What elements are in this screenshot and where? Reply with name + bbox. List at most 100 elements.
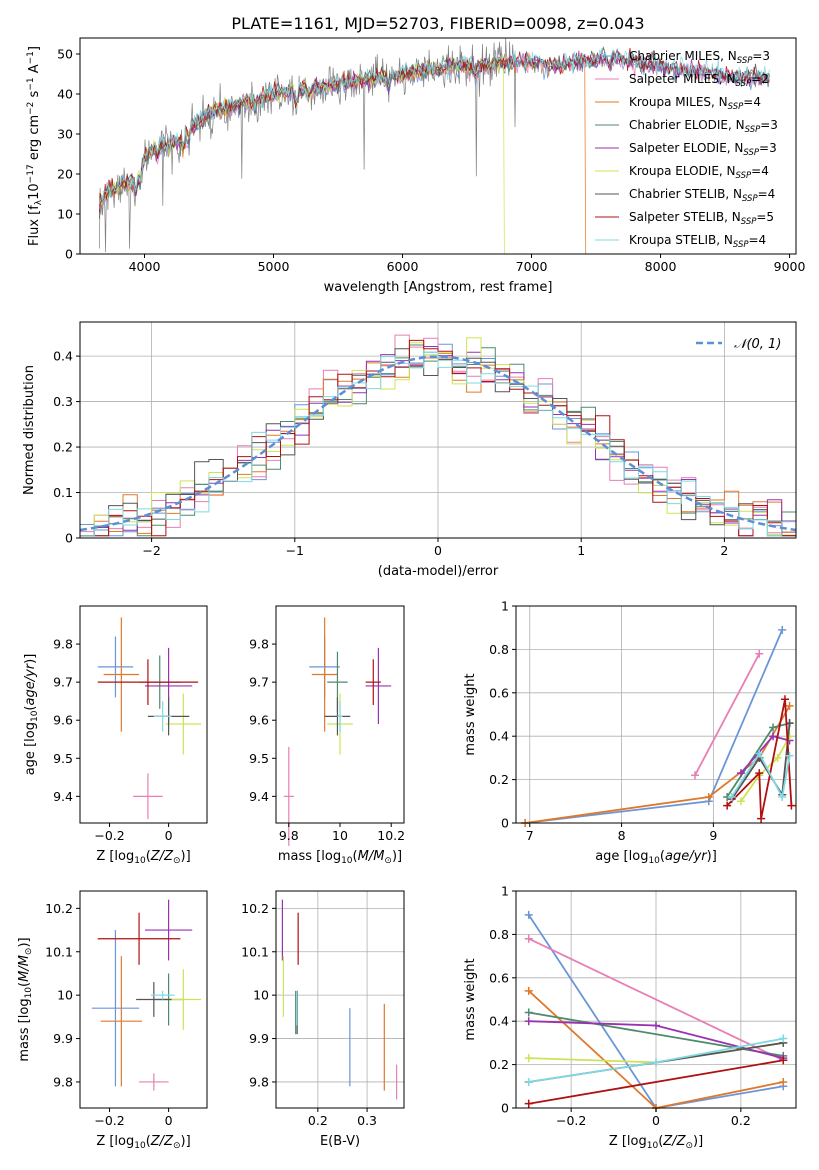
label-part: Kroupa ELODIE, N <box>629 164 736 178</box>
label-part: SSP <box>741 217 757 227</box>
label-part: Z/Z <box>150 849 174 864</box>
histogram-step-line <box>79 348 796 538</box>
y-tick-label: 0.8 <box>489 927 509 942</box>
plus-marker <box>524 986 533 995</box>
label-part: ⊙ <box>685 1141 693 1151</box>
x-tick-label: 9000 <box>774 259 806 274</box>
spectrum-panel: 4000 5000 6000 7000 8000 9000 0 10 20 30 40 50 wavel… <box>26 37 806 295</box>
histogram-step-line <box>79 351 796 538</box>
y-axis-label: Flux [fλ10−17 erg cm−2 s−1 A−1] <box>26 46 44 246</box>
label-part: −1 <box>26 51 36 64</box>
x-tick-label: 7 <box>526 828 534 843</box>
figure-title: PLATE=1161, MJD=52703, FIBERID=0098, z=0… <box>231 14 644 33</box>
y-tick-label: 9.8 <box>249 637 269 652</box>
plus-marker <box>524 1099 533 1108</box>
label-part: A <box>27 64 42 77</box>
y-tick-label: 0.4 <box>489 729 509 744</box>
histogram-step-line <box>79 339 796 538</box>
x-tick-label: 8 <box>618 828 626 843</box>
label-part: −2 <box>26 102 36 115</box>
plus-marker <box>524 910 533 919</box>
legend-entry: Chabrier ELODIE, NSSP=3 <box>629 118 778 135</box>
mass-weight-vs-age-panel: 7 8 9 0 0.2 0.4 0.6 0.8 1 age [log10(age/yr)] mass… <box>463 599 797 866</box>
y-tick-label: 40 <box>57 87 73 102</box>
label-part: =3 <box>760 118 778 132</box>
x-tick-label: 0 <box>165 1113 173 1128</box>
y-tick-label: 10.2 <box>45 901 73 916</box>
label-part: Chabrier MILES, N <box>629 49 737 63</box>
y-tick-label: 0 <box>501 816 509 831</box>
label-part: )] <box>181 849 191 864</box>
mass-weight-line <box>525 629 784 824</box>
y-tick-label: 9.8 <box>53 637 73 652</box>
label-part: ⊙ <box>173 1141 181 1151</box>
label-part: age/yr <box>665 849 708 864</box>
label-part: Salpeter MILES, N <box>629 72 736 86</box>
plus-marker <box>769 732 778 741</box>
x-tick-label: 0 <box>652 1113 660 1128</box>
plus-marker <box>779 1056 788 1065</box>
x-tick-label: −1 <box>286 543 304 558</box>
label-part: ( <box>146 1134 151 1149</box>
label-part: Salpeter STELIB, N <box>629 210 741 224</box>
label-part: 10 <box>134 1141 146 1151</box>
mass-weight-line <box>528 1059 784 1105</box>
plus-marker <box>785 701 794 710</box>
axes-frame <box>79 605 208 824</box>
plus-marker <box>727 792 736 801</box>
x-axis-label: Z [log10(Z/Z⊙)] <box>609 1134 703 1151</box>
label-part: erg cm <box>27 115 42 164</box>
plus-marker <box>736 769 745 778</box>
y-tick-label: 0.6 <box>489 970 509 985</box>
y-tick-label: 0.4 <box>489 1014 509 1029</box>
plot-area <box>281 899 398 1100</box>
x-tick-label: 2 <box>720 543 728 558</box>
y-tick-label: 10.1 <box>241 944 269 959</box>
plus-marker <box>779 1034 788 1043</box>
label-part: =5 <box>756 210 774 224</box>
legend-entry: Chabrier MILES, NSSP=3 <box>629 49 770 66</box>
y-tick-label: 0.1 <box>53 485 73 500</box>
plus-marker <box>723 801 732 810</box>
plot-area <box>99 38 770 255</box>
y-tick-label: 0.2 <box>53 440 73 455</box>
label-part: ( <box>146 849 151 864</box>
plus-marker <box>779 1077 788 1086</box>
label-part: ( <box>660 849 665 864</box>
label-part: −17 <box>26 164 36 183</box>
x-tick-label: 7000 <box>516 259 548 274</box>
plot-area <box>283 617 392 846</box>
y-tick-label: 0.2 <box>489 772 509 787</box>
x-axis-label: (data-model)/error <box>378 564 499 579</box>
label-part: ( <box>353 849 358 864</box>
x-tick-label: 0.2 <box>308 1113 328 1128</box>
x-tick-label: 1 <box>577 543 585 558</box>
plot-area <box>521 625 796 827</box>
plot-area <box>79 334 797 538</box>
plus-marker <box>778 792 787 801</box>
legend-entry: Kroupa ELODIE, NSSP=4 <box>629 164 769 181</box>
plus-marker <box>524 1077 533 1086</box>
label-part: λ <box>34 199 44 205</box>
y-tick-label: 9.5 <box>249 751 269 766</box>
plus-marker <box>652 1058 660 1067</box>
x-axis-label: wavelength [Angstrom, rest frame] <box>324 280 553 295</box>
label-part: mass [log <box>278 849 341 864</box>
plus-marker <box>769 723 778 732</box>
x-tick-label: −0.2 <box>94 1113 124 1128</box>
x-tick-label: 8000 <box>645 259 677 274</box>
label-part: ⊙ <box>24 948 34 956</box>
plot-area <box>524 910 788 1112</box>
label-part: ⊙ <box>173 856 181 866</box>
label-part: Z/Z <box>150 1134 174 1149</box>
x-tick-label: 9.8 <box>279 828 299 843</box>
label-part: Kroupa MILES, N <box>629 95 728 109</box>
y-axis-label: age [log10(age/yr)] <box>23 654 40 776</box>
x-tick-label: −0.2 <box>94 828 124 843</box>
x-tick-label: 6000 <box>387 259 419 274</box>
label-part: =3 <box>759 141 777 155</box>
x-axis-label: age [log10(age/yr)] <box>595 849 717 866</box>
y-tick-label: 0 <box>501 1101 509 1116</box>
